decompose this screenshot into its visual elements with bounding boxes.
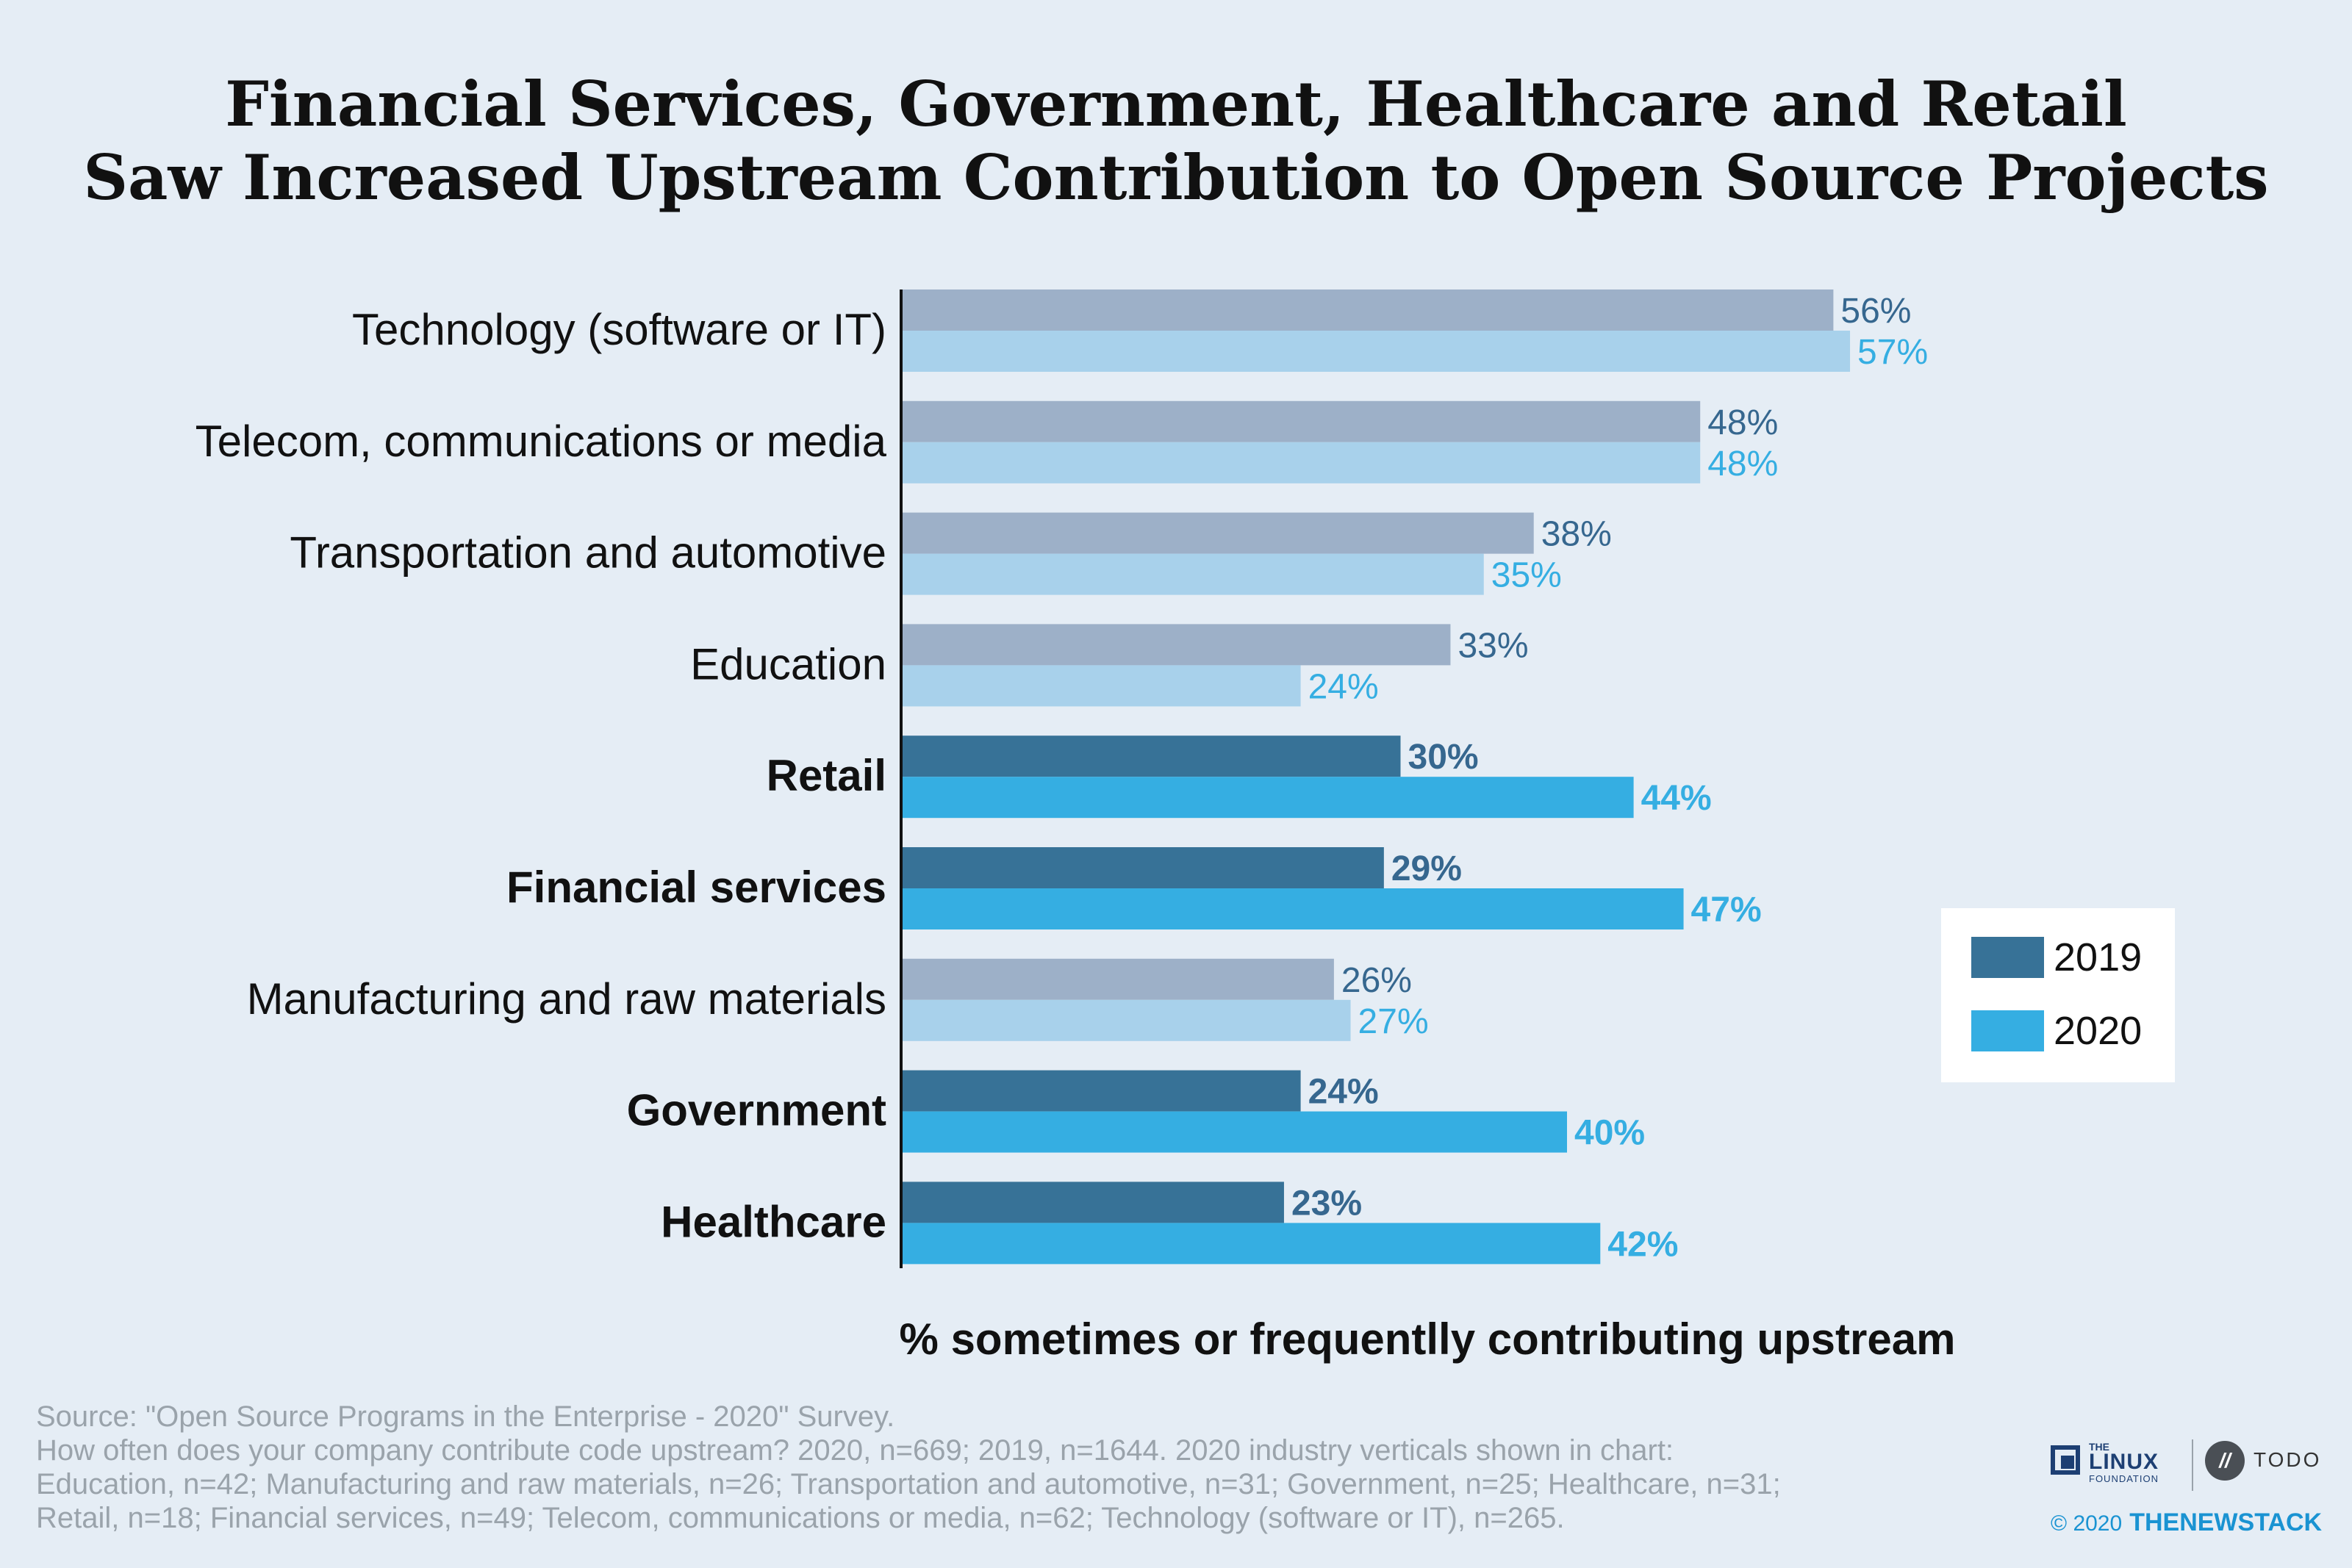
bars-layer xyxy=(901,289,1851,1265)
chart-title-line-2: Saw Increased Upstream Contribution to O… xyxy=(83,141,2269,214)
copyright: © 2020 THENEWSTACK xyxy=(2051,1508,2322,1537)
linux-foundation-logo: THE LINUX FOUNDATION xyxy=(2051,1441,2161,1485)
category-label-telecom-communications-or-media: Telecom, communications or media xyxy=(196,417,887,466)
todo-label: TODO xyxy=(2254,1448,2322,1471)
category-label-transportation-and-automotive: Transportation and automotive xyxy=(290,528,886,578)
bar-2019-financial-services xyxy=(901,847,1384,888)
value-label-2020-financial-services: 47% xyxy=(1691,891,1762,929)
bar-2019-technology-software-or-it xyxy=(901,289,1834,331)
copyright-brand: THENEWSTACK xyxy=(2129,1508,2323,1536)
copyright-year: © 2020 xyxy=(2051,1511,2123,1536)
chart-title: Financial Services, Government, Healthca… xyxy=(0,68,2352,215)
value-label-2019-healthcare: 23% xyxy=(1291,1184,1362,1223)
value-label-2020-government: 40% xyxy=(1574,1114,1645,1153)
legend-swatch-2019 xyxy=(1971,937,2044,978)
credits: THE LINUX FOUNDATION // TODO © 2020 THENE… xyxy=(2051,1436,2330,1539)
value-label-2020-technology-software-or-it: 57% xyxy=(1857,333,1928,372)
bar-2020-financial-services xyxy=(901,888,1684,929)
value-label-2020-healthcare: 42% xyxy=(1607,1225,1678,1264)
lf-the-text: THE xyxy=(2089,1441,2109,1453)
lf-foundation-text: FOUNDATION xyxy=(2089,1473,2159,1484)
value-label-2019-education: 33% xyxy=(1458,626,1528,665)
category-label-healthcare: Healthcare xyxy=(661,1197,886,1246)
value-label-2020-transportation-and-automotive: 35% xyxy=(1491,556,1562,595)
bar-2019-government xyxy=(901,1070,1301,1112)
value-label-2020-retail: 44% xyxy=(1641,779,1712,818)
bar-2020-education xyxy=(901,665,1301,707)
source-footnote: Source: "Open Source Programs in the Ent… xyxy=(36,1400,1962,1535)
legend-swatch-2020 xyxy=(1971,1010,2044,1051)
linux-foundation-mark-icon xyxy=(2051,1445,2080,1475)
bar-2020-manufacturing-and-raw-materials xyxy=(901,999,1351,1041)
bar-2019-telecom-communications-or-media xyxy=(901,400,1701,442)
bar-2019-retail xyxy=(901,736,1401,777)
value-labels: 56%57%48%48%38%35%33%24%30%44%29%47%26%2… xyxy=(1291,292,1928,1264)
footnote-line-1: Source: "Open Source Programs in the Ent… xyxy=(36,1400,895,1433)
chart-title-line-1: Financial Services, Government, Healthca… xyxy=(225,68,2127,140)
bar-2019-education xyxy=(901,624,1451,666)
footnote-line-4: Retail, n=18; Financial services, n=49; … xyxy=(36,1502,1565,1534)
bar-2020-telecom-communications-or-media xyxy=(901,442,1701,483)
category-label-technology-software-or-it: Technology (software or IT) xyxy=(352,305,886,354)
bar-2020-retail xyxy=(901,777,1634,819)
x-axis-title: % sometimes or frequentlly contributing … xyxy=(900,1315,1956,1364)
category-label-retail: Retail xyxy=(767,751,886,800)
value-label-2020-manufacturing-and-raw-materials: 27% xyxy=(1358,1002,1429,1041)
bar-2020-healthcare xyxy=(901,1223,1601,1265)
category-labels: Technology (software or IT) Telecom, comm… xyxy=(196,305,887,1246)
category-label-government: Government xyxy=(627,1086,886,1135)
value-label-2019-manufacturing-and-raw-materials: 26% xyxy=(1341,961,1412,1000)
value-label-2019-retail: 30% xyxy=(1408,738,1479,777)
todo-logo-icon: // xyxy=(2205,1441,2245,1481)
logo-divider xyxy=(2192,1439,2193,1491)
legend-label-2020: 2020 xyxy=(2054,1009,2143,1053)
value-label-2020-education: 24% xyxy=(1308,667,1379,706)
footnote-line-2: How often does your company contribute c… xyxy=(36,1434,1674,1467)
category-label-financial-services: Financial services xyxy=(506,863,886,912)
category-label-education: Education xyxy=(690,639,886,688)
bar-2019-transportation-and-automotive xyxy=(901,512,1534,554)
value-label-2019-government: 24% xyxy=(1308,1073,1379,1112)
value-label-2019-technology-software-or-it: 56% xyxy=(1840,292,1911,331)
category-label-manufacturing-and-raw-materials: Manufacturing and raw materials xyxy=(247,974,886,1024)
value-label-2020-telecom-communications-or-media: 48% xyxy=(1707,445,1778,483)
value-label-2019-transportation-and-automotive: 38% xyxy=(1541,515,1612,554)
value-label-2019-financial-services: 29% xyxy=(1391,849,1462,888)
legend-label-2019: 2019 xyxy=(2054,935,2143,979)
value-label-2019-telecom-communications-or-media: 48% xyxy=(1707,403,1778,442)
legend: 2019 2020 xyxy=(1941,908,2175,1082)
footnote-line-3: Education, n=42; Manufacturing and raw m… xyxy=(36,1468,1781,1500)
bar-2019-healthcare xyxy=(901,1182,1284,1223)
bar-2019-manufacturing-and-raw-materials xyxy=(901,958,1334,1000)
bar-2020-government xyxy=(901,1111,1567,1153)
bar-2020-technology-software-or-it xyxy=(901,331,1851,372)
bar-2020-transportation-and-automotive xyxy=(901,553,1484,595)
lf-linux-text: LINUX xyxy=(2089,1450,2159,1474)
